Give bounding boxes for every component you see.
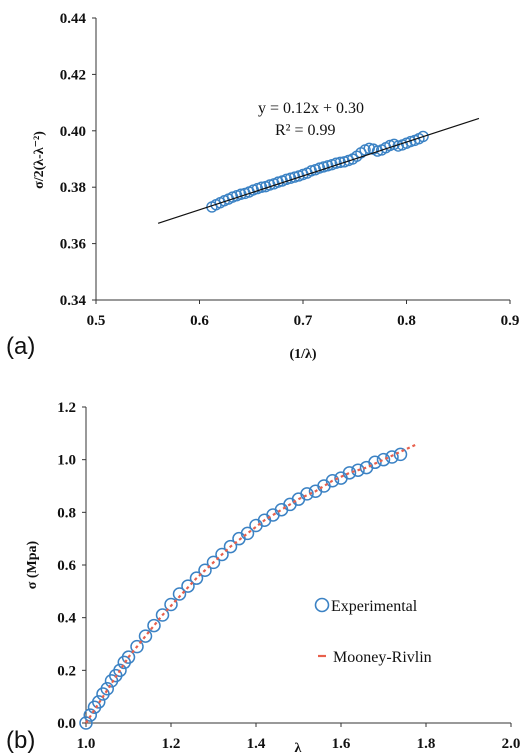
experimental-point [181, 579, 195, 593]
experimental-point [376, 452, 391, 467]
y-tick-label: 0.34 [60, 293, 87, 309]
panel-a-y-ticks: 0.34 0.36 0.38 0.40 0.42 0.44 [60, 11, 96, 309]
legend-experimental-marker [314, 597, 330, 613]
data-point [417, 130, 429, 143]
experimental-point [155, 608, 170, 622]
y-tick-label: 0.36 [60, 237, 87, 253]
experimental-point [325, 473, 340, 488]
y-tick-label: 0.38 [60, 180, 86, 196]
experimental-point [147, 618, 161, 633]
x-tick-label: 0.7 [294, 313, 313, 329]
x-tick-label: 1.0 [77, 736, 96, 752]
experimental-point [83, 708, 97, 722]
experimental-point [79, 716, 93, 730]
y-tick-label: 0.6 [57, 558, 76, 574]
experimental-point [198, 563, 212, 578]
x-tick-label: 1.8 [417, 736, 436, 752]
experimental-point [113, 663, 127, 678]
x-tick-label: 1.6 [332, 736, 351, 752]
x-tick-label: 1.4 [247, 736, 266, 752]
panel-a-trendline [157, 117, 480, 224]
panel-a-x-label: (1/λ) [289, 347, 316, 362]
experimental-point [92, 695, 106, 709]
experimental-point [393, 447, 408, 462]
y-tick-label: 0.44 [60, 11, 87, 27]
x-tick-label: 2.0 [502, 736, 521, 752]
panel-b-x-ticks: 1.0 1.2 1.4 1.6 1.8 2.0 [77, 723, 521, 752]
x-tick-label: 1.2 [162, 736, 181, 752]
panel-b-legend: Experimental Mooney-Rivlin [314, 597, 432, 666]
y-tick-label: 0.40 [60, 124, 86, 140]
panel-a-y-label: σ/2(λ-λ⁻²) [32, 131, 47, 189]
panel-b-plot-area [85, 407, 511, 724]
panel-b-experimental-points [79, 447, 408, 730]
experimental-point [164, 597, 178, 612]
legend-experimental-label: Experimental [331, 598, 418, 615]
panel-a-r-squared: R² = 0.99 [275, 122, 336, 139]
panel-a-x-ticks: 0.5 0.6 0.7 0.8 0.9 [87, 300, 520, 329]
experimental-point [385, 450, 399, 464]
experimental-point [130, 639, 144, 654]
y-tick-label: 0.2 [57, 663, 76, 679]
experimental-point [240, 526, 255, 541]
experimental-point [368, 455, 382, 470]
panel-b-x-label: λ [295, 741, 302, 753]
y-tick-label: 0.8 [57, 505, 76, 521]
experimental-point [359, 460, 374, 475]
y-tick-label: 1.0 [57, 453, 76, 469]
y-tick-label: 0.4 [57, 611, 76, 627]
mooney-rivlin-line [85, 442, 418, 724]
y-tick-label: 0.42 [60, 67, 86, 83]
experimental-point [215, 547, 229, 562]
x-tick-label: 0.6 [190, 313, 209, 329]
experimental-point [249, 518, 263, 533]
legend-mooney-rivlin-label: Mooney-Rivlin [333, 649, 432, 666]
experimental-point [121, 650, 136, 664]
experimental-point [317, 479, 331, 493]
panel-b-mooney-rivlin-fit [85, 442, 418, 724]
experimental-point [172, 587, 187, 601]
panel-b-chart: 0.0 0.2 0.4 0.6 0.8 1.0 1.2 1.0 1.2 1.4 1.6 1.8 2.0… [6, 400, 520, 753]
x-tick-label: 0.9 [501, 313, 520, 329]
experimental-point [189, 571, 204, 585]
experimental-point [138, 629, 153, 643]
experimental-point [300, 487, 314, 501]
experimental-point [351, 463, 365, 477]
x-tick-label: 0.5 [87, 313, 106, 329]
experimental-point [223, 539, 238, 554]
panel-a-plot-area [95, 18, 510, 301]
panel-b-label: (b) [6, 727, 35, 753]
experimental-point [100, 682, 114, 696]
panel-a-label: (a) [6, 333, 35, 360]
panel-a-equation: y = 0.12x + 0.30 [258, 100, 364, 117]
experimental-point [274, 502, 289, 517]
experimental-point [206, 555, 221, 570]
y-tick-label: 1.2 [57, 400, 76, 416]
panel-a-chart: 0.34 0.36 0.38 0.40 0.42 0.44 0.5 0.6 0.7 0.8 0.9… [6, 11, 519, 362]
y-tick-label: 0.0 [57, 716, 76, 732]
panel-b-y-label: σ (Mpa) [25, 540, 40, 589]
x-tick-label: 0.8 [397, 313, 416, 329]
experimental-point [342, 466, 357, 480]
panel-b-y-ticks: 0.0 0.2 0.4 0.6 0.8 1.0 1.2 [57, 400, 86, 732]
